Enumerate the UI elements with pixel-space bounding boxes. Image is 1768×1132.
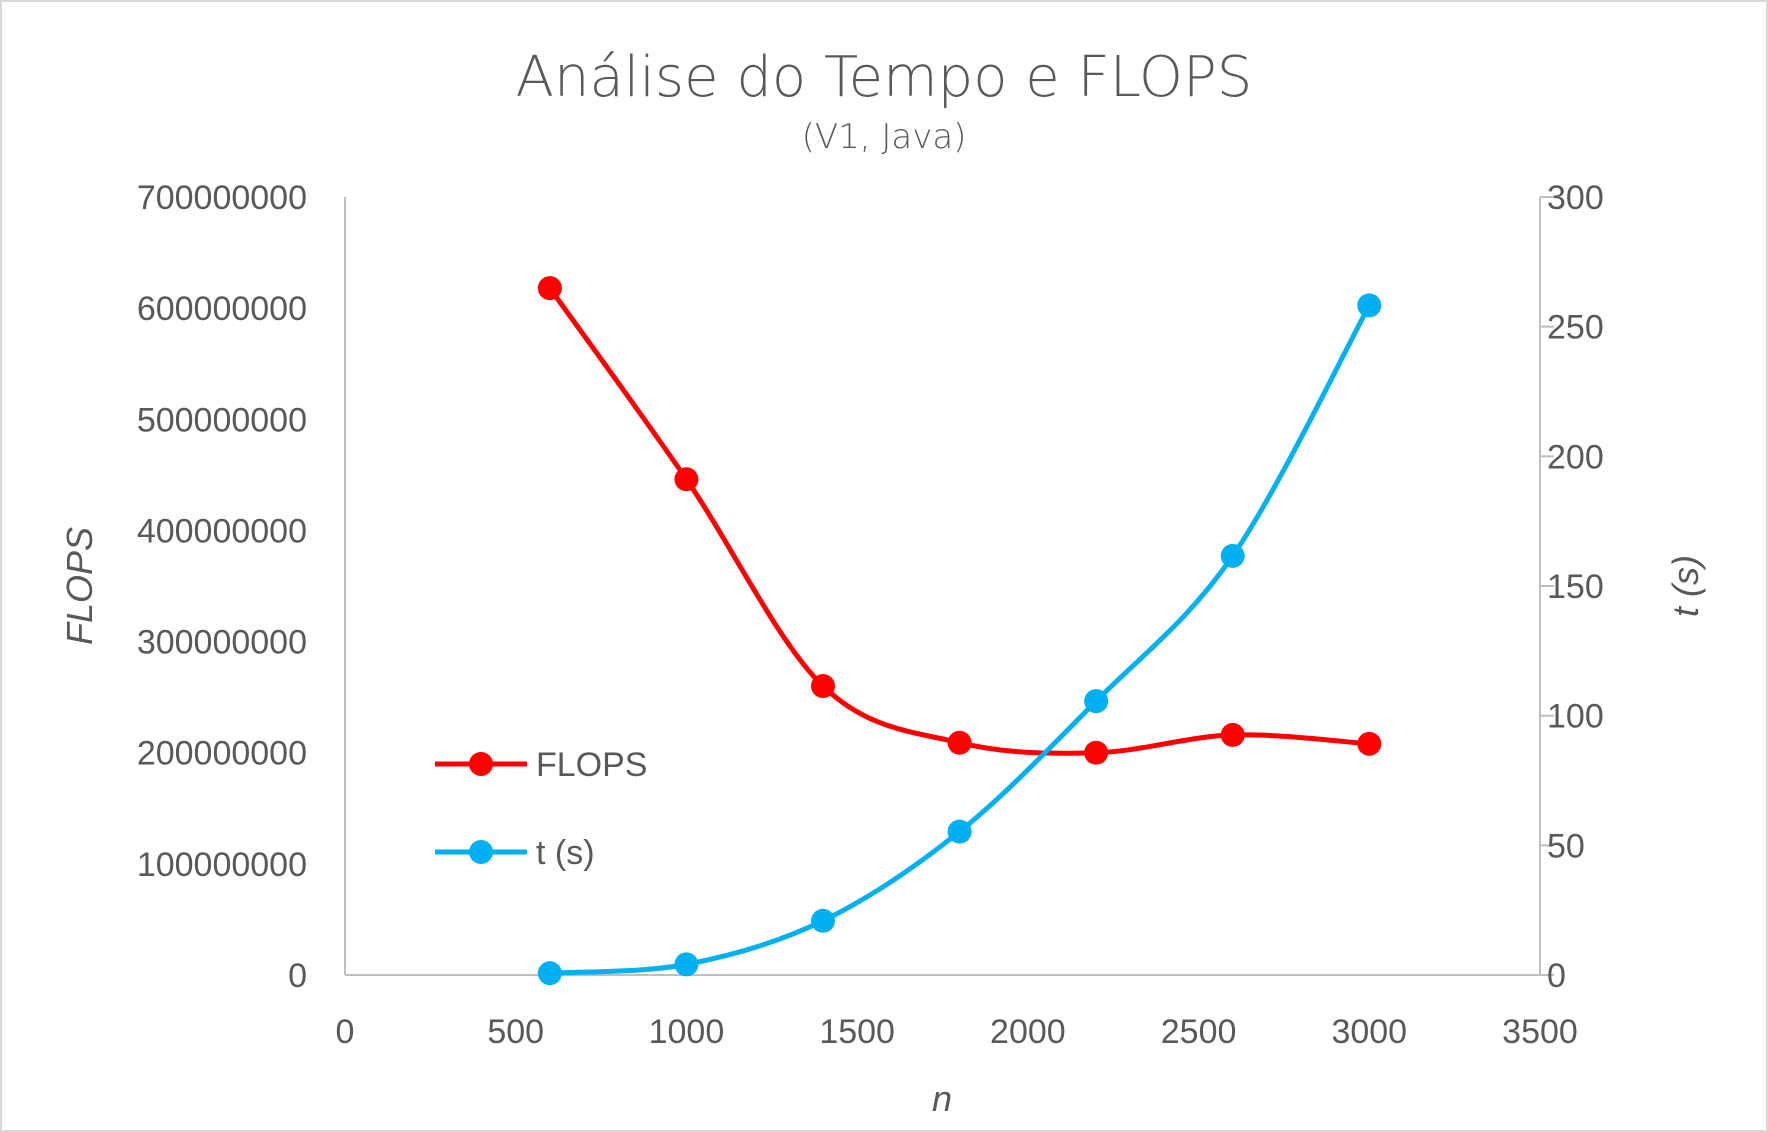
y-left-tick-label: 300000000 — [137, 624, 307, 662]
chart-title: Análise do Tempo e FLOPS — [516, 45, 1253, 110]
data-point-time — [674, 952, 699, 977]
data-point-time — [811, 908, 835, 933]
y-right-tick-label: 200 — [1547, 438, 1604, 476]
y-right-tick-label: 300 — [1547, 179, 1604, 217]
legend-marker-time — [469, 840, 493, 864]
data-point-flops — [947, 730, 972, 755]
x-tick-label: 3500 — [1502, 1013, 1578, 1051]
data-point-time — [1357, 293, 1382, 318]
y-right-tick-label: 0 — [1547, 957, 1566, 995]
data-point-flops — [674, 467, 699, 492]
y-right-tick-label: 100 — [1547, 698, 1604, 736]
data-point-flops — [811, 674, 835, 699]
data-point-flops — [1357, 731, 1382, 756]
x-tick-label: 500 — [487, 1013, 544, 1051]
x-tick-label: 1000 — [649, 1013, 725, 1051]
x-tick-label: 2500 — [1161, 1013, 1237, 1051]
y-right-tick-label: 150 — [1547, 568, 1604, 606]
data-point-time — [537, 961, 562, 986]
chart-subtitle: (V1, Java) — [802, 117, 967, 157]
legend-label-time: t (s) — [536, 834, 595, 872]
data-point-flops — [1220, 722, 1245, 747]
x-tick-label: 0 — [336, 1013, 355, 1051]
data-point-time — [1084, 689, 1109, 714]
y-left-tick-label: 700000000 — [137, 179, 307, 217]
y-right-tick-label: 250 — [1547, 309, 1604, 347]
series-line-flops — [547, 286, 1370, 756]
x-tick-label: 3000 — [1331, 1013, 1407, 1051]
data-point-flops — [537, 276, 562, 301]
y-right-axis-title: t (s) — [1665, 555, 1706, 617]
series-line-time — [549, 304, 1372, 976]
data-point-time — [947, 819, 972, 844]
x-axis-title: n — [932, 1078, 952, 1119]
y-left-tick-label: 600000000 — [137, 290, 307, 328]
plot-area — [537, 276, 1382, 986]
y-left-tick-label: 0 — [288, 957, 307, 995]
y-left-axis-title: FLOPS — [59, 527, 100, 645]
data-point-time — [1220, 543, 1245, 568]
axes: 0100000000200000000300000000400000000500… — [137, 179, 1604, 1051]
legend-marker-flops — [469, 752, 493, 776]
y-left-tick-label: 100000000 — [137, 846, 307, 884]
legend: FLOPS t (s) — [435, 746, 647, 872]
legend-label-flops: FLOPS — [536, 746, 647, 784]
y-right-tick-label: 50 — [1547, 827, 1585, 865]
y-left-tick-label: 200000000 — [137, 735, 307, 773]
x-tick-label: 1500 — [819, 1013, 895, 1051]
y-left-tick-label: 500000000 — [137, 401, 307, 439]
data-point-flops — [1084, 740, 1109, 765]
y-left-tick-label: 400000000 — [137, 512, 307, 550]
x-tick-label: 2000 — [990, 1013, 1066, 1051]
